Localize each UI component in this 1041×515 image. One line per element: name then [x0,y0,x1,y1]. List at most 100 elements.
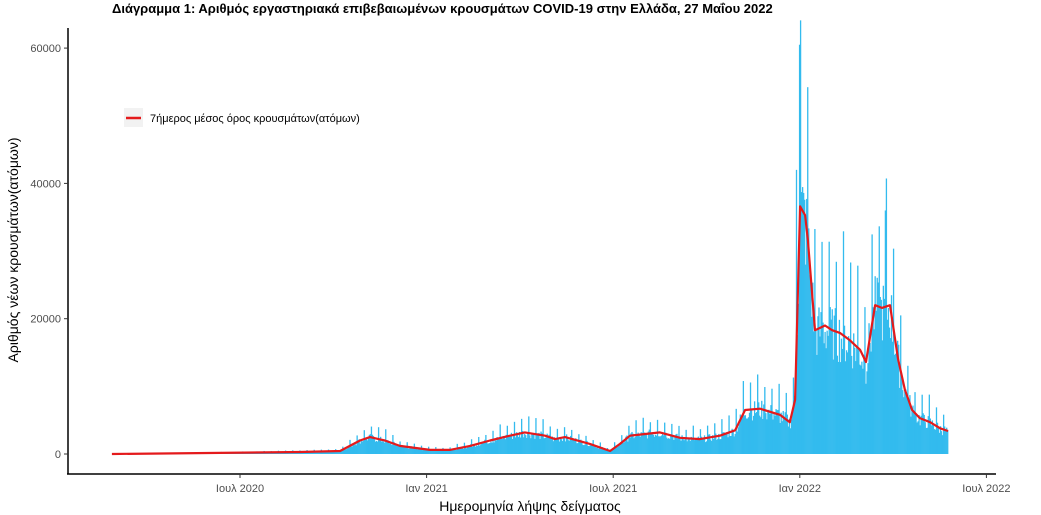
daily-case-bar [505,434,507,454]
daily-case-bar [559,438,562,454]
daily-case-bar [466,446,469,454]
daily-case-bar [850,262,852,454]
daily-case-bar [658,436,661,454]
daily-case-bar [904,391,906,454]
daily-case-bar [635,420,637,454]
daily-case-bar [321,452,324,454]
daily-case-bar [443,450,445,454]
daily-case-bar [316,451,318,454]
daily-case-bar [471,446,474,454]
daily-case-bar [756,412,758,454]
daily-case-bar [907,365,909,454]
daily-case-bar [364,437,366,454]
daily-case-bar [726,432,728,454]
daily-case-bar [946,427,948,454]
daily-case-bar [512,435,515,454]
y-tick-label: 0 [55,449,61,461]
daily-case-bar [632,433,634,454]
daily-case-bar [561,441,564,454]
daily-case-bar [736,431,738,454]
daily-case-bar [594,446,596,454]
daily-case-bar [369,434,372,454]
daily-case-bar [775,409,777,454]
daily-case-bar [407,448,409,454]
daily-case-bar [903,397,905,454]
daily-case-bar [473,444,476,454]
daily-case-bar [643,432,645,454]
daily-case-bar [875,310,877,454]
legend: 7ήμερος μέσος όρος κρουσμάτων(ατόμων) [124,108,360,127]
daily-case-bar [753,401,756,454]
daily-case-bar [558,441,561,454]
daily-case-bar [353,445,355,454]
daily-case-bar [374,441,377,454]
daily-case-bar [683,440,685,454]
daily-case-bar [513,421,516,454]
daily-case-bar [851,355,853,454]
daily-case-bar [458,447,460,454]
daily-case-bar [852,368,854,454]
daily-case-bar [390,442,392,454]
x-tick-label: Ιουλ 2020 [216,483,264,495]
daily-case-bar [769,414,771,454]
daily-case-bar [759,415,761,454]
daily-case-bar [738,423,740,454]
daily-case-bar [514,437,517,454]
daily-case-bar [516,432,519,454]
daily-case-bar [910,416,912,454]
daily-case-bar [446,449,448,454]
daily-case-bar [499,424,501,454]
daily-case-bar [813,331,815,454]
daily-case-bar [472,444,475,454]
daily-case-bar [542,419,544,454]
daily-case-bar [532,434,534,454]
daily-case-bar [495,440,497,454]
daily-case-bar [723,432,725,454]
daily-case-bar [546,433,548,454]
daily-case-bar [829,307,831,454]
daily-case-bar [891,341,894,454]
daily-case-bar [836,355,839,454]
daily-case-bar [935,407,938,454]
daily-case-bar [717,438,719,454]
daily-case-bar [617,447,619,454]
daily-case-bar [693,440,695,454]
daily-case-bar [611,449,614,454]
daily-case-bar [805,264,807,454]
daily-case-bar [867,363,869,454]
daily-case-bar [408,448,410,454]
daily-case-bar [426,449,429,454]
daily-case-bar [587,445,589,454]
daily-case-bar [377,427,380,454]
daily-case-bar [876,277,878,454]
daily-case-bar [681,435,683,454]
daily-case-bar [793,395,796,454]
daily-case-bar [899,387,901,454]
daily-case-bar [487,443,489,454]
daily-case-bar [465,448,468,454]
daily-case-bar [523,437,525,454]
daily-case-bar [770,405,772,454]
daily-case-bar [926,427,928,454]
daily-case-bar [655,435,658,454]
daily-case-bar [922,413,924,454]
daily-case-bar [373,439,376,454]
daily-case-bar [789,428,792,454]
daily-case-bar [803,192,805,454]
daily-case-bar [690,436,692,454]
daily-case-bar [361,441,363,454]
daily-case-bar [720,439,722,454]
daily-case-bar [563,427,566,454]
daily-case-bar [308,451,310,454]
daily-case-bar [743,415,746,454]
daily-case-bar [481,443,483,454]
daily-case-bar [518,431,521,454]
daily-case-bar [937,426,940,454]
daily-case-bar [786,414,788,454]
daily-case-bar [735,408,737,454]
daily-case-bar [647,431,649,454]
daily-case-bar [463,442,466,454]
daily-case-bar [814,229,816,454]
daily-case-bar [531,434,533,454]
daily-case-bar [464,446,467,454]
